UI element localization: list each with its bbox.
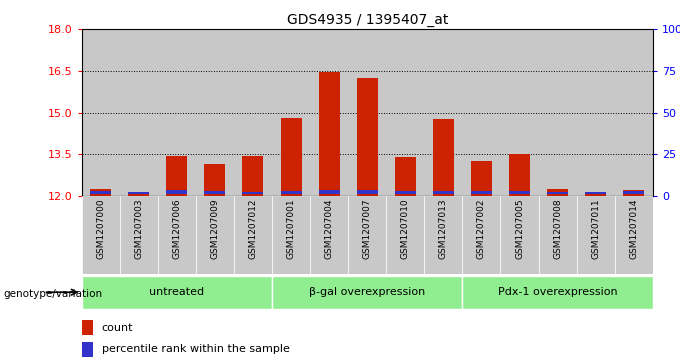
Bar (167, 191, 187, 194)
Title: GDS4935 / 1395407_at: GDS4935 / 1395407_at (286, 13, 448, 26)
Bar (281, 191, 301, 194)
Bar (615, 29, 653, 196)
Bar (471, 191, 492, 194)
Bar (357, 191, 377, 194)
Text: percentile rank within the sample: percentile rank within the sample (101, 344, 290, 354)
Bar (433, 119, 454, 196)
Bar (462, 196, 500, 274)
Bar (500, 196, 539, 274)
Bar (82, 342, 93, 357)
Text: GSM1207008: GSM1207008 (553, 198, 562, 259)
Bar (272, 29, 310, 196)
Text: β-gal overexpression: β-gal overexpression (309, 287, 425, 297)
Bar (539, 196, 577, 274)
Text: count: count (101, 323, 133, 333)
Bar (243, 156, 263, 196)
Text: GSM1207005: GSM1207005 (515, 198, 524, 259)
Bar (196, 29, 234, 196)
Bar (205, 191, 225, 194)
Bar (319, 72, 339, 196)
Bar (395, 191, 415, 194)
Bar (120, 196, 158, 274)
Bar (120, 29, 158, 196)
Bar (234, 196, 272, 274)
Bar (243, 192, 263, 194)
Bar (585, 192, 606, 194)
Text: GSM1207001: GSM1207001 (286, 198, 296, 259)
Bar (348, 29, 386, 196)
Bar (462, 276, 653, 309)
Bar (196, 196, 234, 274)
Bar (386, 29, 424, 196)
Bar (158, 196, 196, 274)
Text: GSM1207010: GSM1207010 (401, 198, 410, 259)
Text: genotype/variation: genotype/variation (3, 289, 103, 299)
Bar (272, 196, 310, 274)
Bar (547, 192, 568, 194)
Bar (471, 161, 492, 196)
Bar (281, 118, 301, 196)
Bar (167, 156, 187, 196)
Bar (424, 29, 462, 196)
Bar (319, 191, 339, 194)
Bar (205, 164, 225, 196)
Text: GSM1207014: GSM1207014 (629, 198, 639, 259)
Bar (577, 29, 615, 196)
Bar (82, 196, 120, 274)
Text: GSM1207013: GSM1207013 (439, 198, 448, 259)
Text: GSM1207009: GSM1207009 (210, 198, 220, 259)
Bar (615, 196, 653, 274)
Bar (547, 189, 568, 196)
Bar (462, 29, 500, 196)
Bar (90, 191, 111, 194)
Text: GSM1207002: GSM1207002 (477, 198, 486, 259)
Bar (577, 196, 615, 274)
Text: GSM1207006: GSM1207006 (172, 198, 182, 259)
Text: untreated: untreated (149, 287, 205, 297)
Bar (395, 157, 415, 196)
Text: GSM1207011: GSM1207011 (591, 198, 600, 259)
Bar (310, 29, 348, 196)
Bar (386, 196, 424, 274)
Bar (310, 196, 348, 274)
Bar (82, 276, 272, 309)
Bar (234, 29, 272, 196)
Bar (509, 191, 530, 194)
Text: GSM1207004: GSM1207004 (324, 198, 334, 259)
Bar (82, 29, 120, 196)
Bar (129, 192, 149, 194)
Text: GSM1207000: GSM1207000 (96, 198, 105, 259)
Bar (539, 29, 577, 196)
Bar (82, 320, 93, 335)
Bar (624, 191, 644, 194)
Bar (348, 196, 386, 274)
Bar (624, 191, 644, 196)
Bar (357, 78, 377, 196)
Text: GSM1207007: GSM1207007 (362, 198, 372, 259)
Text: Pdx-1 overexpression: Pdx-1 overexpression (498, 287, 617, 297)
Bar (272, 276, 462, 309)
Bar (500, 29, 539, 196)
Bar (585, 193, 606, 196)
Bar (158, 29, 196, 196)
Bar (129, 192, 149, 196)
Bar (509, 154, 530, 196)
Bar (433, 191, 454, 194)
Bar (424, 196, 462, 274)
Text: GSM1207003: GSM1207003 (134, 198, 143, 259)
Bar (90, 189, 111, 196)
Text: GSM1207012: GSM1207012 (248, 198, 258, 259)
